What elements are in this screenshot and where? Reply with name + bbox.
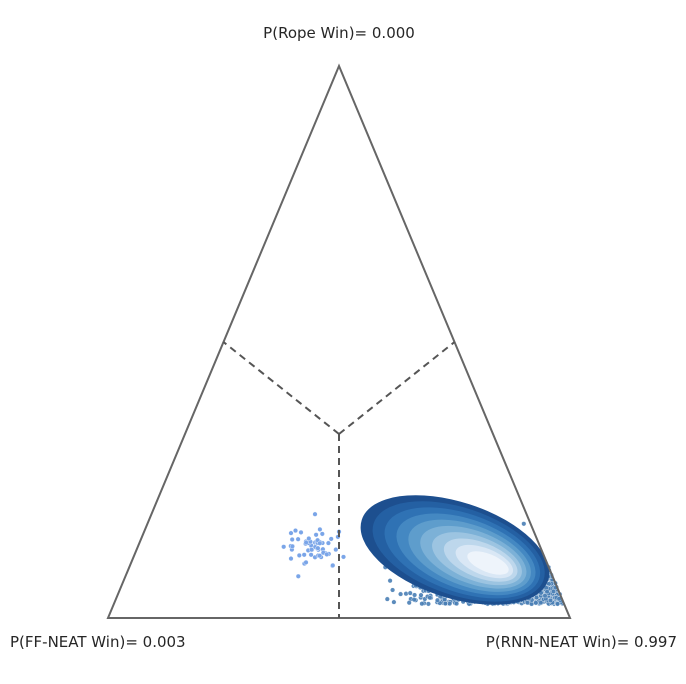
sample-point bbox=[411, 597, 417, 603]
sample-point bbox=[412, 592, 418, 598]
sample-point bbox=[534, 595, 540, 601]
sample-point bbox=[384, 596, 390, 602]
sample-point bbox=[442, 601, 448, 607]
vertex-label-top: P(Rope Win)= 0.000 bbox=[263, 24, 415, 42]
sample-point bbox=[296, 552, 302, 558]
density-level-9 bbox=[467, 551, 509, 575]
sample-point bbox=[325, 540, 331, 546]
sample-point bbox=[312, 511, 318, 517]
sample-point bbox=[293, 528, 299, 534]
sample-point bbox=[303, 540, 309, 546]
sample-point bbox=[308, 552, 314, 558]
sample-point bbox=[317, 553, 323, 559]
sample-point bbox=[313, 532, 319, 538]
sample-point bbox=[390, 587, 396, 593]
sample-point bbox=[289, 537, 295, 543]
region-divider-0 bbox=[222, 341, 340, 435]
sample-point bbox=[533, 600, 539, 606]
sample-point bbox=[319, 531, 325, 537]
sample-point bbox=[289, 543, 295, 549]
sample-point bbox=[303, 559, 309, 565]
vertex-label-right: P(RNN-NEAT Win)= 0.997 bbox=[486, 633, 677, 651]
sample-point bbox=[542, 593, 548, 599]
sample-point bbox=[288, 530, 294, 536]
sample-point bbox=[341, 554, 347, 560]
sample-point bbox=[403, 591, 409, 597]
sample-point bbox=[419, 601, 425, 607]
sample-point bbox=[288, 556, 294, 562]
sample-point bbox=[406, 600, 412, 606]
sample-point bbox=[521, 521, 527, 527]
sample-point bbox=[538, 600, 544, 606]
sample-point bbox=[398, 591, 404, 597]
sample-point bbox=[317, 540, 323, 546]
sample-point bbox=[315, 545, 321, 551]
sample-point bbox=[551, 588, 557, 594]
sample-point bbox=[328, 536, 334, 542]
sample-point bbox=[295, 573, 301, 579]
sample-point bbox=[333, 547, 339, 553]
sample-point bbox=[301, 552, 307, 558]
sample-point bbox=[435, 597, 441, 603]
sample-point bbox=[309, 547, 315, 553]
sample-point bbox=[425, 601, 431, 607]
sample-point bbox=[427, 595, 433, 601]
sample-point bbox=[391, 599, 397, 605]
region-divider-1 bbox=[338, 341, 456, 435]
sample-point bbox=[548, 598, 554, 604]
sample-point bbox=[407, 590, 413, 596]
sample-point bbox=[454, 601, 460, 607]
density-contours-group bbox=[360, 495, 550, 605]
sample-point bbox=[555, 601, 561, 607]
sample-point bbox=[544, 589, 550, 595]
sample-point bbox=[317, 526, 323, 532]
sample-point bbox=[418, 592, 424, 598]
sample-point bbox=[387, 578, 393, 584]
sample-point bbox=[306, 536, 312, 542]
sample-point bbox=[295, 536, 301, 542]
vertex-label-left: P(FF-NEAT Win)= 0.003 bbox=[10, 633, 186, 651]
sample-point bbox=[281, 544, 287, 550]
sample-point bbox=[330, 562, 336, 568]
sample-point bbox=[324, 551, 330, 557]
sample-point bbox=[298, 529, 304, 535]
simplex-frame bbox=[106, 63, 572, 619]
